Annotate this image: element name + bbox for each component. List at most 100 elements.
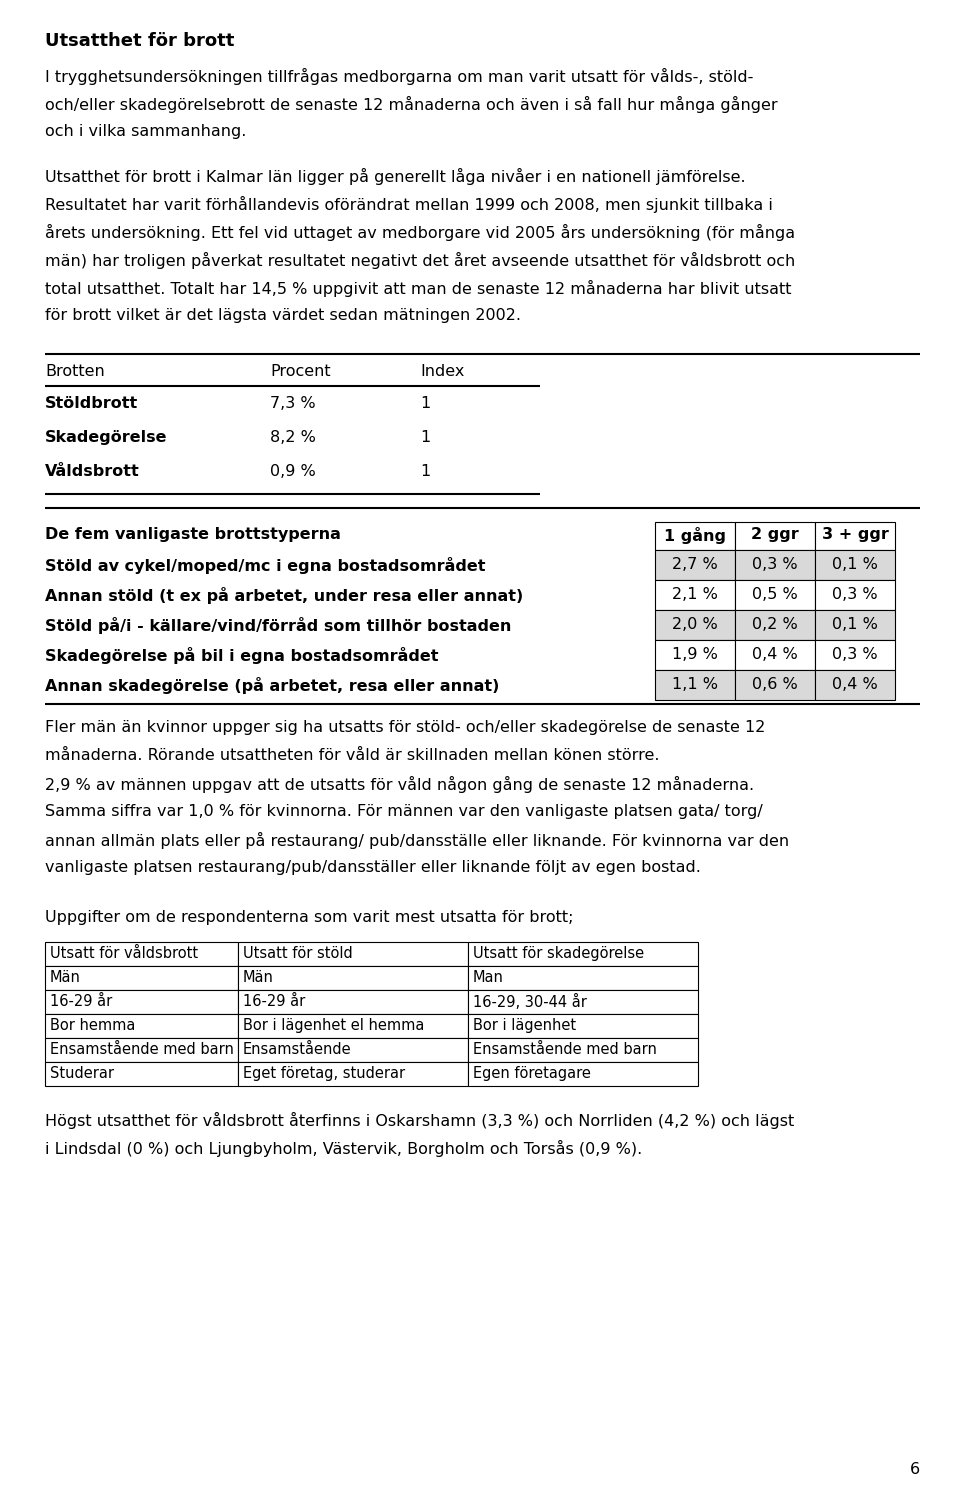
- Text: 2,9 % av männen uppgav att de utsatts för våld någon gång de senaste 12 månadern: 2,9 % av männen uppgav att de utsatts fö…: [45, 776, 755, 794]
- Text: Eget företag, studerar: Eget företag, studerar: [243, 1065, 405, 1080]
- Text: annan allmän plats eller på restaurang/ pub/dansställe eller liknande. För kvinn: annan allmän plats eller på restaurang/ …: [45, 832, 789, 849]
- Bar: [468, 966, 698, 990]
- Bar: [735, 670, 815, 700]
- Bar: [655, 609, 735, 640]
- Text: Våldsbrott: Våldsbrott: [45, 464, 140, 478]
- Text: 16-29, 30-44 år: 16-29, 30-44 år: [473, 994, 587, 1010]
- Text: Utsatthet för brott i Kalmar län ligger på generellt låga nivåer i en nationell : Utsatthet för brott i Kalmar län ligger …: [45, 168, 746, 186]
- Bar: [735, 580, 815, 609]
- Text: Annan skadegörelse (på arbetet, resa eller annat): Annan skadegörelse (på arbetet, resa ell…: [45, 678, 499, 694]
- Text: Bor i lägenhet: Bor i lägenhet: [473, 1018, 576, 1033]
- Text: 1,1 %: 1,1 %: [672, 678, 718, 692]
- Text: årets undersökning. Ett fel vid uttaget av medborgare vid 2005 års undersökning : årets undersökning. Ett fel vid uttaget …: [45, 224, 795, 241]
- Bar: [238, 1062, 468, 1086]
- Text: 8,2 %: 8,2 %: [270, 429, 316, 444]
- Text: 1: 1: [420, 464, 430, 478]
- Text: 0,4 %: 0,4 %: [752, 646, 798, 661]
- Text: Annan stöld (t ex på arbetet, under resa eller annat): Annan stöld (t ex på arbetet, under resa…: [45, 587, 523, 603]
- Text: 2,7 %: 2,7 %: [672, 557, 718, 572]
- Text: Ensamstående med barn: Ensamstående med barn: [473, 1042, 657, 1057]
- Text: Utsatt för våldsbrott: Utsatt för våldsbrott: [50, 947, 198, 961]
- Text: 6: 6: [910, 1462, 920, 1477]
- Bar: [735, 522, 815, 550]
- Text: Egen företagare: Egen företagare: [473, 1065, 590, 1080]
- Text: De fem vanligaste brottstyperna: De fem vanligaste brottstyperna: [45, 528, 341, 542]
- Text: Stöld på/i - källare/vind/förråd som tillhör bostaden: Stöld på/i - källare/vind/förråd som til…: [45, 617, 512, 635]
- Text: 0,1 %: 0,1 %: [832, 617, 878, 632]
- Text: 0,1 %: 0,1 %: [832, 557, 878, 572]
- Text: 0,3 %: 0,3 %: [832, 646, 877, 661]
- Bar: [815, 609, 895, 640]
- Text: Utsatt för stöld: Utsatt för stöld: [243, 947, 352, 961]
- Text: 0,4 %: 0,4 %: [832, 678, 877, 692]
- Text: I trygghetsundersökningen tillfrågas medborgarna om man varit utsatt för vålds-,: I trygghetsundersökningen tillfrågas med…: [45, 68, 754, 85]
- Text: Män: Män: [50, 970, 81, 985]
- Text: Utsatt för skadegörelse: Utsatt för skadegörelse: [473, 947, 644, 961]
- Text: Stöld av cykel/moped/mc i egna bostadsområdet: Stöld av cykel/moped/mc i egna bostadsom…: [45, 557, 486, 574]
- Bar: [238, 990, 468, 1013]
- Text: 0,9 %: 0,9 %: [270, 464, 316, 478]
- Bar: [468, 942, 698, 966]
- Text: 2,1 %: 2,1 %: [672, 587, 718, 602]
- Text: män) har troligen påverkat resultatet negativt det året avseende utsatthet för v: män) har troligen påverkat resultatet ne…: [45, 253, 795, 269]
- Bar: [655, 522, 735, 550]
- Text: 7,3 %: 7,3 %: [270, 395, 316, 412]
- Text: Brotten: Brotten: [45, 364, 105, 379]
- Text: i Lindsdal (0 %) och Ljungbyholm, Västervik, Borgholm och Torsås (0,9 %).: i Lindsdal (0 %) och Ljungbyholm, Väster…: [45, 1140, 642, 1158]
- Text: Ensamstående: Ensamstående: [243, 1042, 351, 1057]
- Text: månaderna. Rörande utsattheten för våld är skillnaden mellan könen större.: månaderna. Rörande utsattheten för våld …: [45, 747, 660, 762]
- Text: 3 + ggr: 3 + ggr: [822, 528, 888, 542]
- Bar: [238, 1039, 468, 1062]
- Bar: [238, 966, 468, 990]
- Text: Skadegörelse på bil i egna bostadsområdet: Skadegörelse på bil i egna bostadsområde…: [45, 646, 439, 664]
- Text: Män: Män: [243, 970, 274, 985]
- Bar: [735, 609, 815, 640]
- Text: 2,0 %: 2,0 %: [672, 617, 718, 632]
- Bar: [655, 640, 735, 670]
- Text: Bor hemma: Bor hemma: [50, 1018, 135, 1033]
- Text: 0,5 %: 0,5 %: [752, 587, 798, 602]
- Bar: [45, 966, 238, 990]
- Text: Ensamstående med barn: Ensamstående med barn: [50, 1042, 234, 1057]
- Text: 1: 1: [420, 395, 430, 412]
- Text: Studerar: Studerar: [50, 1065, 114, 1080]
- Bar: [238, 1013, 468, 1039]
- Bar: [468, 1013, 698, 1039]
- Text: Samma siffra var 1,0 % för kvinnorna. För männen var den vanligaste platsen gata: Samma siffra var 1,0 % för kvinnorna. Fö…: [45, 804, 763, 819]
- Text: 16-29 år: 16-29 år: [50, 994, 112, 1009]
- Text: för brott vilket är det lägsta värdet sedan mätningen 2002.: för brott vilket är det lägsta värdet se…: [45, 308, 521, 322]
- Text: 0,6 %: 0,6 %: [752, 678, 798, 692]
- Text: Stöldbrott: Stöldbrott: [45, 395, 138, 412]
- Text: 1,9 %: 1,9 %: [672, 646, 718, 661]
- Text: Högst utsatthet för våldsbrott återfinns i Oskarshamn (3,3 %) och Norrliden (4,2: Högst utsatthet för våldsbrott återfinns…: [45, 1112, 794, 1129]
- Bar: [468, 1039, 698, 1062]
- Text: 1: 1: [420, 429, 430, 444]
- Text: 2 ggr: 2 ggr: [751, 528, 799, 542]
- Text: vanligaste platsen restaurang/pub/dansställer eller liknande följt av egen bosta: vanligaste platsen restaurang/pub/dansst…: [45, 860, 701, 875]
- Bar: [815, 550, 895, 580]
- Bar: [815, 670, 895, 700]
- Bar: [468, 1062, 698, 1086]
- Text: Resultatet har varit förhållandevis oförändrat mellan 1999 och 2008, men sjunkit: Resultatet har varit förhållandevis oför…: [45, 196, 773, 212]
- Bar: [815, 640, 895, 670]
- Text: Uppgifter om de respondenterna som varit mest utsatta för brott;: Uppgifter om de respondenterna som varit…: [45, 909, 573, 924]
- Text: Man: Man: [473, 970, 504, 985]
- Bar: [815, 522, 895, 550]
- Bar: [45, 1013, 238, 1039]
- Text: 16-29 år: 16-29 år: [243, 994, 305, 1009]
- Bar: [45, 942, 238, 966]
- Text: Index: Index: [420, 364, 465, 379]
- Bar: [735, 640, 815, 670]
- Bar: [468, 990, 698, 1013]
- Text: total utsatthet. Totalt har 14,5 % uppgivit att man de senaste 12 månaderna har : total utsatthet. Totalt har 14,5 % uppgi…: [45, 279, 791, 297]
- Text: 0,3 %: 0,3 %: [832, 587, 877, 602]
- Bar: [655, 670, 735, 700]
- Text: Skadegörelse: Skadegörelse: [45, 429, 167, 444]
- Text: och/eller skadegörelsebrott de senaste 12 månaderna och även i så fall hur många: och/eller skadegörelsebrott de senaste 1…: [45, 97, 778, 113]
- Text: och i vilka sammanhang.: och i vilka sammanhang.: [45, 123, 247, 140]
- Text: Fler män än kvinnor uppger sig ha utsatts för stöld- och/eller skadegörelse de s: Fler män än kvinnor uppger sig ha utsatt…: [45, 721, 765, 736]
- Bar: [45, 1039, 238, 1062]
- Bar: [815, 580, 895, 609]
- Bar: [45, 990, 238, 1013]
- Text: Procent: Procent: [270, 364, 330, 379]
